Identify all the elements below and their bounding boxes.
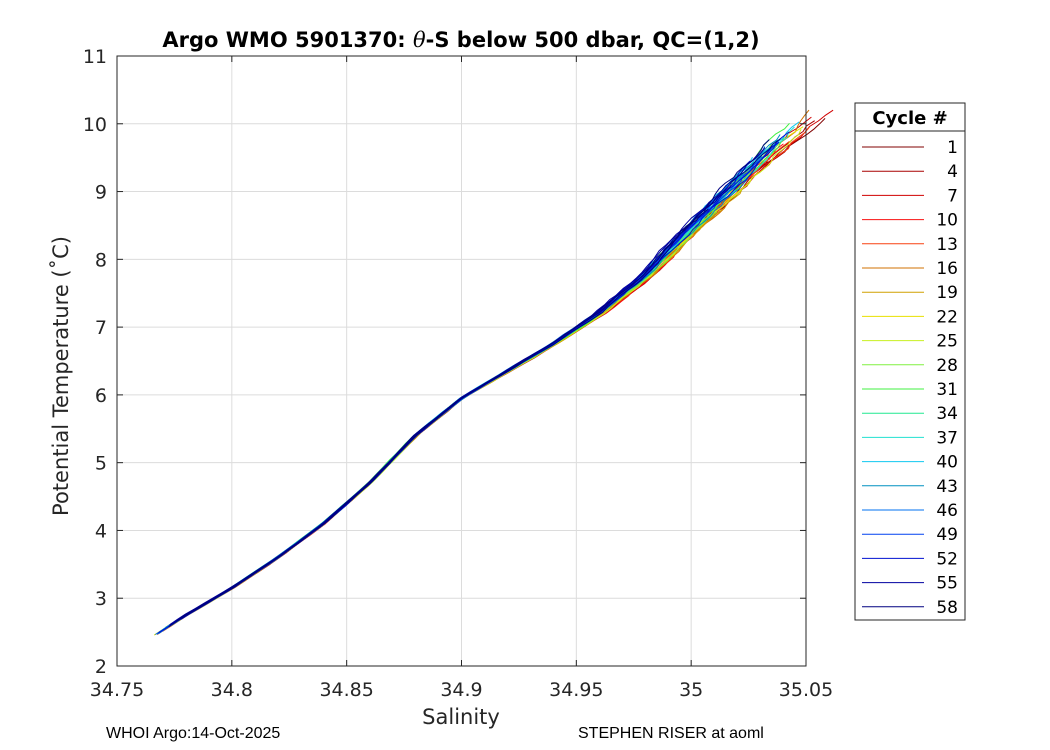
- grid: [116, 55, 807, 667]
- cycle-profile-line: [153, 168, 751, 636]
- y-tick-label: 11: [83, 46, 107, 68]
- y-tick-label: 2: [95, 656, 107, 678]
- cycle-profile-line: [165, 122, 790, 629]
- y-tick-label: 7: [95, 317, 107, 339]
- legend-label: 31: [936, 380, 958, 400]
- y-tick-label: 4: [95, 520, 107, 542]
- cycle-profile-line: [180, 211, 708, 620]
- y-tick-label: 5: [95, 453, 107, 475]
- cycle-profile-line: [166, 215, 715, 629]
- y-tick-label: 8: [95, 249, 107, 271]
- cycle-profile-line: [175, 138, 781, 622]
- legend-label: 43: [936, 477, 958, 497]
- legend-label: 46: [936, 501, 958, 521]
- cycle-profile-line: [178, 131, 790, 621]
- cycle-profile-line: [177, 198, 729, 622]
- cycle-profile-line: [169, 126, 795, 627]
- legend-label: 10: [936, 211, 958, 231]
- cycle-profile-line: [157, 189, 742, 635]
- legend-label: 4: [947, 162, 958, 182]
- legend-label: 25: [936, 332, 958, 352]
- cycle-profile-line: [173, 156, 763, 624]
- legend-label: 28: [936, 356, 958, 376]
- y-axis-label: Potential Temperature (˚C): [49, 236, 73, 516]
- cycle-profile-line: [179, 197, 732, 621]
- y-tick-label: 3: [95, 588, 107, 610]
- cycle-profile-line: [170, 207, 725, 627]
- cycle-profile-line: [167, 143, 773, 628]
- x-axis-label: Salinity: [422, 705, 500, 729]
- legend-label: 16: [936, 259, 958, 279]
- cycle-profile-line: [173, 189, 736, 624]
- cycle-profile-line: [175, 128, 802, 624]
- chart-title: Argo WMO 5901370: θ-S below 500 dbar, QC…: [162, 28, 759, 52]
- x-ticks: 34.75 34.8 34.85 34.9 34.95 35 35.05: [90, 56, 833, 701]
- legend-label: 52: [936, 549, 958, 569]
- cycle-profile-line: [165, 134, 781, 629]
- cycle-profile-line: [169, 142, 779, 627]
- legend-title: Cycle #: [872, 108, 947, 129]
- cycle-profile-line: [177, 126, 804, 621]
- legend-label: 34: [936, 404, 958, 424]
- cycle-profile-line: [172, 145, 776, 624]
- y-tick-label: 10: [83, 114, 107, 136]
- legend-label: 22: [936, 307, 958, 327]
- profile-lines: [153, 109, 834, 636]
- footer-source: WHOI Argo:14-Oct-2025: [106, 725, 281, 742]
- legend-label: 58: [936, 598, 958, 618]
- cycle-profile-line: [155, 184, 734, 636]
- legend-label: 55: [936, 574, 958, 594]
- cycle-profile-line: [174, 139, 778, 623]
- legend-label: 37: [936, 428, 958, 448]
- x-tick-label: 34.9: [440, 679, 482, 701]
- cycle-profile-line: [165, 211, 718, 630]
- cycle-profile-line: [167, 121, 800, 627]
- cycle-profile-line: [163, 156, 753, 630]
- x-tick-label: 34.95: [549, 679, 603, 701]
- cycle-profile-line: [178, 109, 810, 621]
- legend-label: 7: [947, 186, 958, 206]
- legend-label: 40: [936, 453, 958, 473]
- cycle-profile-line: [169, 147, 766, 626]
- cycle-profile-line: [171, 136, 785, 626]
- x-tick-label: 35.05: [779, 679, 833, 701]
- y-ticks: 2 3 4 5 6 7 8 9 10 11: [83, 46, 806, 678]
- y-tick-label: 6: [95, 385, 107, 407]
- legend-label: 49: [936, 525, 958, 545]
- cycle-profile-line: [169, 142, 778, 626]
- x-tick-label: 34.85: [319, 679, 373, 701]
- legend: Cycle # 1 4 7 10 13 16 19 22 25 28 31 34 37 40 43 46 49 5…: [854, 102, 966, 621]
- cycle-profile-line: [181, 182, 744, 618]
- x-tick-label: 34.8: [211, 679, 253, 701]
- y-tick-label: 9: [95, 182, 107, 204]
- footer-attribution: STEPHEN RISER at aoml: [578, 725, 764, 742]
- legend-entries: 1 4 7 10 13 16 19 22 25 28 31 34 37 40 43 46 49 52 55 58: [862, 138, 958, 618]
- cycle-profile-line: [173, 161, 760, 624]
- cycle-profile-line: [158, 160, 751, 634]
- cycle-profile-line: [169, 201, 710, 626]
- cycle-profile-line: [181, 139, 770, 618]
- legend-label: 19: [936, 283, 958, 303]
- legend-label: 13: [936, 235, 958, 255]
- cycle-profile-line: [168, 208, 709, 628]
- legend-label: 1: [947, 138, 958, 158]
- x-tick-label: 34.75: [90, 679, 144, 701]
- x-tick-label: 35: [679, 679, 703, 701]
- cycle-profile-line: [159, 148, 773, 632]
- cycle-profile-line: [180, 141, 780, 620]
- cycle-profile-line: [155, 146, 766, 635]
